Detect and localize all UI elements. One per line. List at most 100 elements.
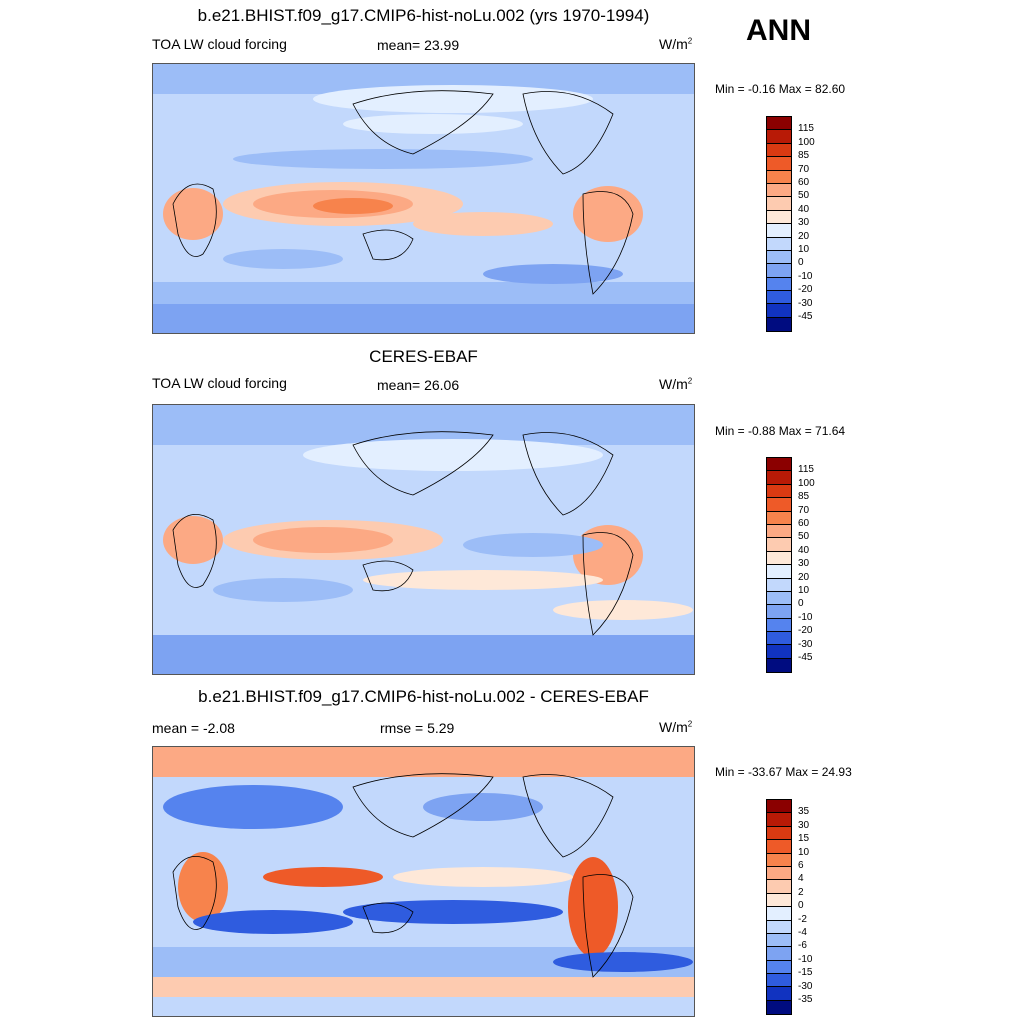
colorbar-cell xyxy=(767,197,791,211)
colorbar-tick-label: 10 xyxy=(798,585,810,596)
colorbar-tick-label: 30 xyxy=(798,819,810,831)
colorbar-cell xyxy=(767,658,791,673)
colorbar-tick-label: 10 xyxy=(798,244,810,255)
panel3-colorbar xyxy=(766,799,792,1016)
colorbar-cell xyxy=(767,498,791,512)
colorbar-tick-label: -10 xyxy=(798,270,813,282)
panel2-map xyxy=(152,404,695,675)
colorbar-tick-label: 4 xyxy=(798,873,804,885)
colorbar-cell xyxy=(767,933,791,948)
colorbar-tick-label: -30 xyxy=(798,297,813,309)
colorbar-cell xyxy=(767,317,791,332)
colorbar-tick-label: 50 xyxy=(798,531,810,543)
colorbar-cell xyxy=(767,551,791,566)
colorbar-tick-label: 20 xyxy=(798,571,810,583)
panel2-variable-label: TOA LW cloud forcing xyxy=(152,375,287,391)
colorbar-tick-label: -10 xyxy=(798,953,813,965)
colorbar-cell xyxy=(767,880,791,894)
colorbar-cell xyxy=(767,632,791,646)
panel3-map-field xyxy=(153,747,694,1016)
colorbar-tick-label: -30 xyxy=(798,638,813,650)
colorbar-cell xyxy=(767,237,791,251)
colorbar-tick-label: 115 xyxy=(798,123,814,135)
colorbar-tick-label: 0 xyxy=(798,598,804,610)
colorbar-cell xyxy=(767,840,791,854)
colorbar-tick-label: 40 xyxy=(798,203,810,215)
panel1-mean-label: mean= 23.99 xyxy=(377,37,460,53)
colorbar-tick-label: 15 xyxy=(798,833,810,845)
colorbar-cell xyxy=(767,813,791,827)
colorbar-tick-label: -35 xyxy=(798,994,813,1005)
panel3-mean-label: mean = -2.08 xyxy=(152,720,235,736)
colorbar-tick-label: -2 xyxy=(798,913,807,925)
colorbar-tick-label: 6 xyxy=(798,860,804,871)
colorbar-cell xyxy=(767,565,791,579)
panel2-title: CERES-EBAF xyxy=(369,347,478,366)
colorbar-tick-label: -6 xyxy=(798,940,807,952)
colorbar-cell xyxy=(767,157,791,171)
panel1-unit: W/m2 xyxy=(659,36,693,52)
panel3-minmax: Min = -33.67 Max = 24.93 xyxy=(715,765,852,779)
colorbar-tick-label: 100 xyxy=(798,136,815,148)
colorbar-cell xyxy=(767,264,791,278)
season-label: ANN xyxy=(746,14,811,47)
colorbar-tick-label: 115 xyxy=(798,464,814,476)
colorbar-cell xyxy=(767,210,791,225)
panel3-map xyxy=(152,746,695,1017)
colorbar-cell xyxy=(767,224,791,238)
panel2-minmax: Min = -0.88 Max = 71.64 xyxy=(715,424,846,438)
panel3-title: b.e21.BHIST.f09_g17.CMIP6-hist-noLu.002 … xyxy=(198,687,649,706)
colorbar-cell xyxy=(767,250,791,265)
colorbar-tick-label: -20 xyxy=(798,625,813,637)
colorbar-tick-label: 0 xyxy=(798,257,804,269)
colorbar-cell xyxy=(767,143,791,158)
panel3-rmse-label: rmse = 5.29 xyxy=(380,720,455,736)
colorbar-cell xyxy=(767,458,791,472)
colorbar-tick-label: 60 xyxy=(798,177,810,188)
colorbar-cell xyxy=(767,591,791,606)
panel3-unit: W/m2 xyxy=(659,719,693,735)
colorbar-tick-label: 30 xyxy=(798,217,810,229)
colorbar-cell xyxy=(767,183,791,198)
colorbar-cell xyxy=(767,524,791,539)
colorbar-tick-label: -15 xyxy=(798,967,813,979)
colorbar-tick-label: 100 xyxy=(798,477,815,489)
colorbar-cell xyxy=(767,471,791,485)
panel1-map-field xyxy=(153,64,694,333)
colorbar-tick-label: -10 xyxy=(798,611,813,623)
colorbar-cell xyxy=(767,291,791,305)
colorbar-cell xyxy=(767,800,791,814)
colorbar-cell xyxy=(767,1000,791,1015)
colorbar-tick-label: -30 xyxy=(798,980,813,992)
colorbar-tick-label: 40 xyxy=(798,544,810,556)
colorbar-tick-label: -45 xyxy=(798,311,813,322)
colorbar-tick-label: 50 xyxy=(798,190,810,202)
colorbar-cell xyxy=(767,484,791,499)
colorbar-cell xyxy=(767,866,791,881)
colorbar-tick-label: 35 xyxy=(798,806,810,818)
panel1-map xyxy=(152,63,695,334)
colorbar-cell xyxy=(767,538,791,552)
colorbar-tick-label: 2 xyxy=(798,886,804,898)
panel1-minmax: Min = -0.16 Max = 82.60 xyxy=(715,82,846,96)
colorbar-cell xyxy=(767,117,791,131)
colorbar-tick-label: 70 xyxy=(798,504,810,516)
panel2-unit: W/m2 xyxy=(659,376,693,392)
colorbar-cell xyxy=(767,618,791,633)
colorbar-tick-label: 60 xyxy=(798,518,810,529)
colorbar-cell xyxy=(767,826,791,841)
panel1-variable-label: TOA LW cloud forcing xyxy=(152,36,287,52)
colorbar-tick-label: -20 xyxy=(798,284,813,296)
colorbar-cell xyxy=(767,578,791,592)
colorbar-cell xyxy=(767,974,791,988)
panel1-colorbar xyxy=(766,116,792,333)
colorbar-tick-label: 85 xyxy=(798,491,810,503)
panel2-colorbar xyxy=(766,457,792,674)
colorbar-cell xyxy=(767,907,791,921)
colorbar-cell xyxy=(767,987,791,1001)
colorbar-tick-label: 70 xyxy=(798,163,810,175)
colorbar-cell xyxy=(767,920,791,934)
panel1-title: b.e21.BHIST.f09_g17.CMIP6-hist-noLu.002 … xyxy=(197,6,650,25)
colorbar-tick-label: -45 xyxy=(798,652,813,663)
colorbar-cell xyxy=(767,853,791,867)
